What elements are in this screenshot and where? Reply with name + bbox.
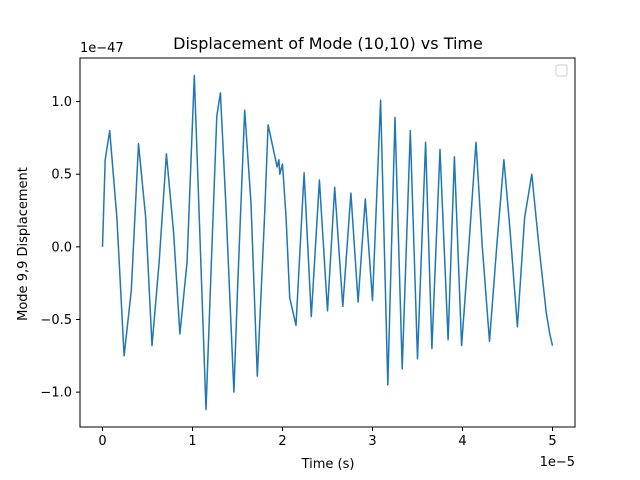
x-tick-label: 5 (548, 434, 556, 449)
x-tick-label: 1 (188, 434, 196, 449)
plot-area: 0 1 2 3 4 5 −1.0 −0.5 0.0 0.5 1.0 (40, 57, 576, 449)
y-tick-label: 0.5 (51, 168, 72, 183)
x-offset-label: 1e−5 (540, 455, 575, 470)
y-tick-label: 0.0 (51, 240, 72, 255)
y-tick-label: 1.0 (51, 95, 72, 110)
y-offset-label: 1e−47 (80, 41, 124, 56)
x-axis-label: Time (s) (301, 457, 355, 472)
x-tick-label: 2 (278, 434, 286, 449)
axes-frame (79, 57, 576, 428)
x-tick-label: 3 (368, 434, 376, 449)
y-axis-label: Mode 9,9 Displacement (16, 167, 31, 321)
chart-title: Displacement of Mode (10,10) vs Time (173, 34, 483, 53)
x-tick-label: 0 (98, 434, 106, 449)
y-tick-label: −1.0 (40, 386, 72, 401)
y-tick-label: −0.5 (40, 313, 72, 328)
series-line-0 (101, 74, 554, 411)
x-tick-label: 4 (458, 434, 466, 449)
legend-box (555, 64, 568, 77)
